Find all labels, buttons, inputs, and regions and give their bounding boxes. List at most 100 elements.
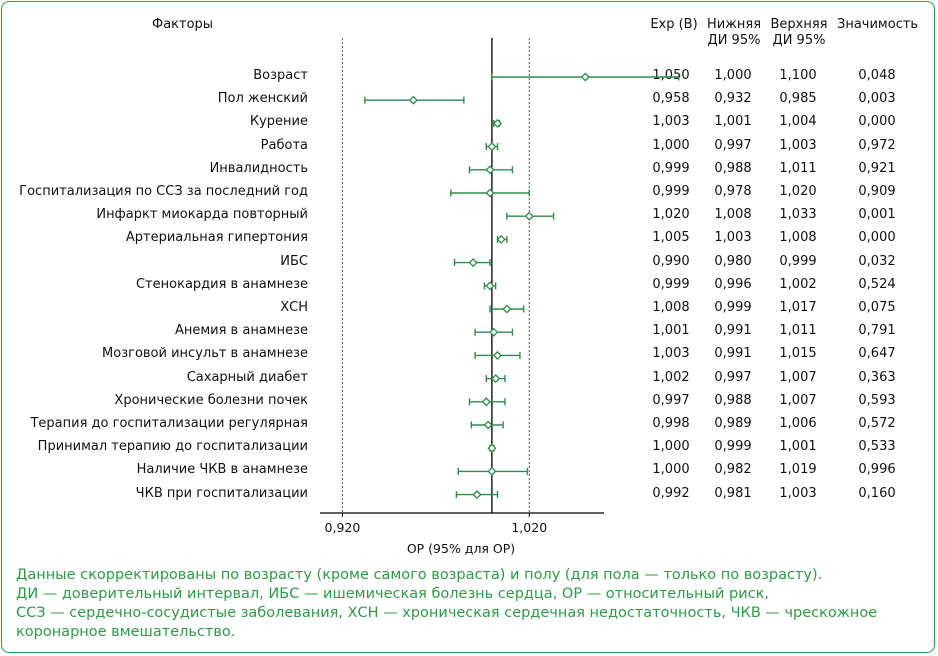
exp-b-value: 1,020 xyxy=(652,207,690,223)
significance-value: 0,000 xyxy=(858,230,896,246)
upper-ci-value: 1,033 xyxy=(779,207,817,223)
upper-ci-value: 1,007 xyxy=(779,369,817,385)
estimate-marker xyxy=(485,188,495,198)
exp-b-value: 1,000 xyxy=(652,137,690,153)
factor-label: Пол женский xyxy=(217,91,308,107)
upper-ci-value: 1,003 xyxy=(779,485,817,501)
estimate-marker xyxy=(408,95,418,105)
exp-b-value: 0,997 xyxy=(652,392,690,408)
lower-ci-value: 0,997 xyxy=(714,137,752,153)
footnote-line-1: Данные скорректированы по возрасту (кром… xyxy=(16,567,823,583)
estimate-marker xyxy=(487,142,497,152)
factor-label: ИБС xyxy=(280,253,308,269)
header-factors: Факторы xyxy=(152,17,214,32)
estimate-marker xyxy=(492,350,503,360)
exp-b-value: 0,999 xyxy=(652,160,690,176)
lower-ci-value: 0,982 xyxy=(714,462,752,478)
upper-ci-value: 1,020 xyxy=(779,184,817,199)
factor-label: Анемия в анамнезе xyxy=(174,323,308,339)
exp-b-value: 0,999 xyxy=(652,184,690,199)
factor-label: Хронические болезни почек xyxy=(114,392,308,408)
estimate-marker xyxy=(502,304,512,314)
significance-value: 0,909 xyxy=(858,184,896,199)
estimate-marker xyxy=(496,234,506,244)
significance-value: 0,996 xyxy=(858,462,896,478)
upper-ci-value: 1,007 xyxy=(779,392,817,408)
factor-label: Инвалидность xyxy=(209,160,308,176)
x-tick-label-1: 1,020 xyxy=(511,520,547,535)
significance-value: 0,363 xyxy=(858,369,896,385)
factor-label: Сахарный диабет xyxy=(186,369,308,385)
upper-ci-value: 1,015 xyxy=(779,346,817,362)
upper-ci-value: 1,002 xyxy=(779,276,817,292)
lower-ci-value: 0,932 xyxy=(714,91,752,107)
lower-ci-value: 0,978 xyxy=(714,184,752,199)
significance-value: 0,048 xyxy=(858,68,896,83)
exp-b-value: 0,958 xyxy=(652,91,690,107)
exp-b-value: 1,000 xyxy=(652,439,690,455)
lower-ci-value: 0,997 xyxy=(714,369,752,385)
exp-b-value: 1,005 xyxy=(652,230,690,246)
upper-ci-value: 1,019 xyxy=(779,462,817,478)
factor-label: Стенокардия в анамнезе xyxy=(135,276,308,292)
upper-ci-value: 0,985 xyxy=(779,91,817,107)
factor-label: ЧКВ при госпитализации xyxy=(135,485,308,501)
factor-label: Курение xyxy=(249,114,308,130)
upper-ci-value: 1,008 xyxy=(779,230,817,246)
factor-label: Наличие ЧКВ в анамнезе xyxy=(136,462,308,478)
lower-ci-value: 0,991 xyxy=(714,323,752,339)
estimate-marker xyxy=(524,211,534,221)
significance-value: 0,533 xyxy=(858,439,896,455)
lower-ci-value: 0,999 xyxy=(714,439,752,455)
significance-value: 0,003 xyxy=(858,91,896,107)
estimate-marker xyxy=(489,327,499,337)
factor-label: ХСН xyxy=(280,300,308,315)
header-significance: Значимость xyxy=(837,17,919,32)
header-lower-ci: Нижняя ДИ 95% xyxy=(699,17,769,49)
lower-ci-value: 0,980 xyxy=(714,253,752,269)
header-upper-line2: ДИ 95% xyxy=(772,33,826,48)
factor-label: Инфаркт миокарда повторный xyxy=(96,207,308,223)
exp-b-value: 1,050 xyxy=(652,68,690,83)
estimate-marker xyxy=(472,490,482,500)
lower-ci-value: 0,991 xyxy=(714,346,752,362)
estimate-marker xyxy=(487,443,497,453)
upper-ci-value: 1,017 xyxy=(779,300,817,315)
significance-value: 0,032 xyxy=(858,253,896,269)
significance-value: 0,921 xyxy=(858,160,896,176)
header-exp-b: Exp (B) xyxy=(650,17,698,32)
lower-ci-value: 0,988 xyxy=(714,160,752,176)
lower-ci-value: 1,001 xyxy=(714,114,752,130)
significance-value: 0,572 xyxy=(858,416,896,431)
upper-ci-value: 1,011 xyxy=(779,323,817,339)
footnote: Данные скорректированы по возрасту (кром… xyxy=(16,566,916,642)
header-lower-line2: ДИ 95% xyxy=(707,33,761,48)
significance-value: 0,160 xyxy=(858,485,896,501)
exp-b-value: 0,992 xyxy=(652,485,690,501)
significance-value: 0,972 xyxy=(858,137,896,153)
exp-b-value: 1,002 xyxy=(652,369,690,385)
upper-ci-value: 1,100 xyxy=(779,68,817,83)
factor-label: Мозговой инсульт в анамнезе xyxy=(102,346,308,362)
x-tick-label-0: 0,920 xyxy=(325,520,361,535)
upper-ci-value: 1,001 xyxy=(779,439,817,455)
lower-ci-value: 0,996 xyxy=(714,276,752,292)
exp-b-value: 1,008 xyxy=(652,300,690,315)
lower-ci-value: 0,988 xyxy=(714,392,752,408)
upper-ci-value: 1,003 xyxy=(779,137,817,153)
header-upper-line1: Верхняя xyxy=(770,17,828,32)
lower-ci-value: 0,981 xyxy=(714,485,752,501)
significance-value: 0,791 xyxy=(858,323,896,339)
factor-label: Артериальная гипертония xyxy=(125,230,308,246)
estimate-marker xyxy=(492,118,503,128)
significance-value: 0,075 xyxy=(858,300,896,315)
factor-label: Госпитализация по ССЗ за последний год xyxy=(19,184,308,199)
factor-label: Работа xyxy=(260,137,308,153)
footnote-line-4: коронарное вмешательство. xyxy=(16,624,236,640)
lower-ci-value: 0,999 xyxy=(714,300,752,315)
exp-b-value: 1,001 xyxy=(652,323,690,339)
estimate-marker xyxy=(483,420,493,430)
x-axis-label: ОР (95% для ОР) xyxy=(407,541,515,556)
exp-b-value: 0,998 xyxy=(652,416,690,431)
